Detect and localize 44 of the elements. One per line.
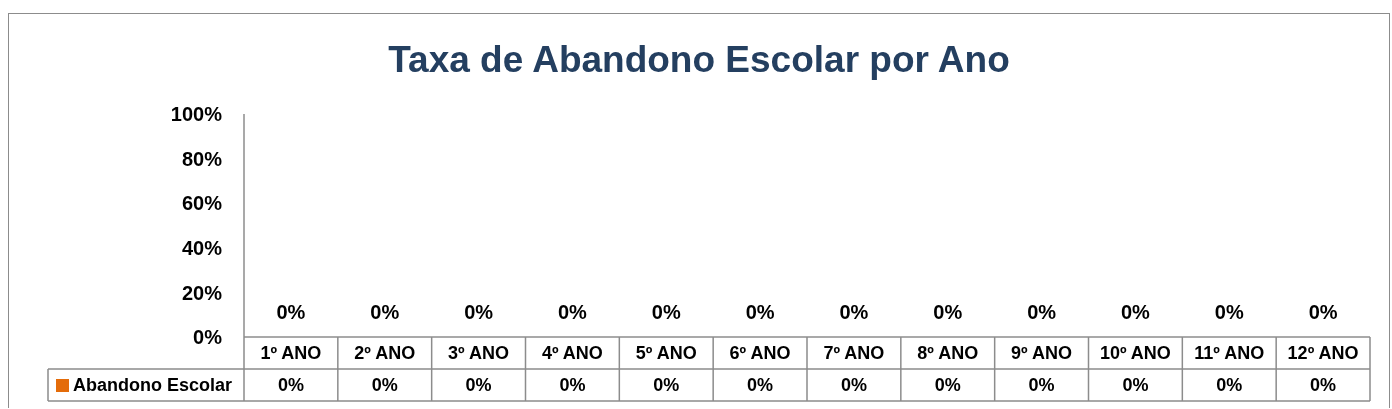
x-tick-label: 12º ANO — [1287, 343, 1359, 363]
data-label: 0% — [559, 375, 586, 395]
y-tick-label: 60% — [181, 192, 223, 215]
y-tick-label: 100% — [170, 103, 223, 126]
data-label: 0% — [371, 375, 398, 395]
x-tick-label: 1º ANO — [260, 343, 322, 363]
data-label: 0% — [1028, 375, 1055, 395]
text: 0% — [1027, 301, 1057, 323]
text: 0% — [276, 301, 306, 323]
data-label: 0% — [1310, 375, 1337, 395]
x-tick-label: 9º ANO — [1011, 343, 1073, 363]
data-label: 0% — [747, 375, 774, 395]
data-label: 0% — [1216, 375, 1243, 395]
x-tick-label: 8º ANO — [917, 343, 979, 363]
data-label: 0% — [840, 375, 867, 395]
x-tick-label: 5º ANO — [635, 343, 697, 363]
y-tick-label: 0% — [193, 326, 223, 349]
y-tick-label: 80% — [181, 147, 223, 170]
text: 0% — [1214, 301, 1244, 323]
x-tick-label: 3º ANO — [448, 343, 510, 363]
data-label: 0% — [1122, 375, 1149, 395]
text: 0% — [464, 301, 494, 323]
text: 0% — [1120, 301, 1150, 323]
text: 0% — [839, 301, 869, 323]
data-label: 0% — [277, 375, 304, 395]
y-tick-label: 40% — [181, 236, 223, 259]
x-tick-label: 6º ANO — [729, 343, 791, 363]
x-tick-label: 11º ANO — [1194, 343, 1265, 363]
chart-title: Taxa de Abandono Escolar por Ano — [387, 39, 1011, 81]
text: 0% — [1308, 301, 1338, 323]
legend-label: Abandono Escolar — [73, 374, 233, 396]
x-tick-label: 7º ANO — [823, 343, 885, 363]
x-tick-label: 2º ANO — [354, 343, 416, 363]
text: 0% — [745, 301, 775, 323]
x-tick-label: 10º ANO — [1099, 343, 1171, 363]
text: 0% — [557, 301, 587, 323]
data-label: 0% — [653, 375, 680, 395]
text: 0% — [651, 301, 681, 323]
data-label: 0% — [934, 375, 961, 395]
data-label: 0% — [465, 375, 492, 395]
text: 0% — [370, 301, 400, 323]
y-tick-label: 20% — [181, 281, 223, 304]
text: 0% — [933, 301, 963, 323]
x-tick-label: 4º ANO — [541, 343, 603, 363]
